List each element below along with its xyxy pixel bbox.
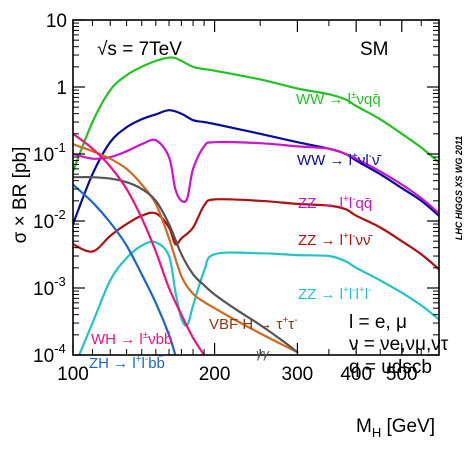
x-tick-label: 200 <box>199 364 231 385</box>
series-label-ww-lnu: WW → l+νl-ν̄ <box>297 151 382 169</box>
series-line-1 <box>73 56 439 173</box>
y-tick-label: 10-3 <box>33 274 66 300</box>
series-line-5 <box>77 240 439 355</box>
series-label-zz-qq: ZZ → l+l-qq̄ <box>298 194 372 212</box>
series-label-wh: WH → l±νbb̄ <box>91 330 172 348</box>
plot-frame <box>72 19 440 356</box>
series-line-2 <box>73 109 439 226</box>
y-axis-title: σ × BR [pb] <box>10 147 31 244</box>
legend-neutrino: ν = νe,νμ,ντ <box>349 334 449 355</box>
y-tick-label: 10-1 <box>33 140 66 166</box>
x-tick-label: 100 <box>57 364 89 385</box>
y-tick-label: 1 <box>56 78 67 99</box>
series-line-7 <box>73 176 299 354</box>
energy-annotation: √s = 7TeV <box>97 39 182 60</box>
series-label-gg: γγ <box>256 346 271 361</box>
curves <box>73 56 439 355</box>
series-label-vbf: VBF H → τ+τ- <box>209 315 298 333</box>
series-line-9 <box>73 183 177 355</box>
series-line-4 <box>73 198 439 271</box>
x-tick-label: 300 <box>282 364 314 385</box>
x-ticks: 100 200 300 400 500 <box>57 20 422 385</box>
model-annotation: SM <box>360 39 389 60</box>
legend-quark: q = udscb <box>349 357 432 378</box>
legend-lepton: l = e, μ <box>349 312 407 333</box>
series-line-8 <box>73 132 206 355</box>
side-label: LHC HIGGS XS WG 2011 <box>454 136 464 240</box>
x-axis-title: MH [GeV] <box>356 416 435 440</box>
y-tick-label: 10-4 <box>33 341 66 367</box>
series-label-ww-qq: WW → l±νqq̄ <box>296 90 381 108</box>
y-ticks: 10-4 10-3 10-2 10-1 1 10 <box>33 11 439 367</box>
series-label-zz-nu: ZZ → l+l-νν̄ <box>298 231 373 249</box>
series-line-6 <box>73 143 299 354</box>
y-tick-label: 10 <box>46 11 67 32</box>
x-tick-label: 500 <box>386 364 418 385</box>
series-label-zh: ZH → l+l-bb̄ <box>89 354 165 372</box>
x-tick-label: 400 <box>340 364 372 385</box>
series-line-3 <box>73 138 439 215</box>
series-label-zz-4l: ZZ → l+l-l+l- <box>298 285 371 303</box>
y-tick-label: 10-2 <box>33 207 66 233</box>
